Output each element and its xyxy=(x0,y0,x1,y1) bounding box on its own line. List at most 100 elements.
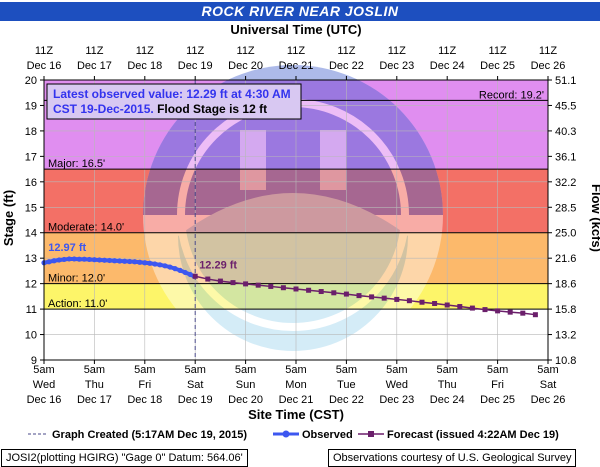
top-tick-label: 11Z xyxy=(287,45,305,57)
right-tick-label: 10.8 xyxy=(555,355,576,367)
top-tick-label: 11Z xyxy=(35,45,53,57)
top-tick-label: Dec 25 xyxy=(480,60,515,72)
bottom-tick-label: Dec 16 xyxy=(27,394,62,406)
top-axis-label: Universal Time (UTC) xyxy=(230,22,361,37)
y-tick-label: 16 xyxy=(25,177,37,189)
forecast-point xyxy=(507,309,513,315)
forecast-point xyxy=(255,282,261,288)
right-tick-label: 15.8 xyxy=(555,304,576,316)
y-tick-label: 14 xyxy=(25,228,37,240)
forecast-point xyxy=(318,289,324,295)
top-tick-label: 11Z xyxy=(85,45,103,57)
bottom-tick-label: Wed xyxy=(33,379,55,391)
bottom-tick-label: 5am xyxy=(285,364,306,376)
right-tick-label: 40.3 xyxy=(555,126,576,138)
top-tick-label: Dec 21 xyxy=(279,60,314,72)
forecast-point xyxy=(356,293,362,299)
y-tick-label: 9 xyxy=(31,355,37,367)
forecast-line xyxy=(195,275,536,316)
observed-point xyxy=(66,256,72,262)
forecast-point xyxy=(482,307,488,313)
observed-point xyxy=(172,266,178,272)
y-tick-label: 18 xyxy=(25,126,37,138)
bottom-tick-label: 5am xyxy=(33,364,54,376)
top-tick-label: 11Z xyxy=(388,45,406,57)
forecast-point xyxy=(419,299,425,305)
bottom-tick-label: Thu xyxy=(438,379,457,391)
y-tick-label: 17 xyxy=(25,151,37,163)
observed-point xyxy=(96,257,103,263)
threshold-label: Major: 16.5' xyxy=(48,158,105,170)
bottom-tick-label: Dec 18 xyxy=(127,394,162,406)
y-tick-label: 11 xyxy=(26,304,37,316)
observed-point xyxy=(71,256,77,262)
y-tick-label: 15 xyxy=(25,202,37,214)
right-tick-label: 25.0 xyxy=(555,228,576,240)
right-tick-label: 45.5 xyxy=(555,100,576,112)
observed-point xyxy=(111,258,118,264)
threshold-label: Action: 11.0' xyxy=(48,298,107,310)
observed-point xyxy=(167,264,173,270)
bottom-tick-label: 5am xyxy=(235,364,256,376)
threshold-label: Moderate: 14.0' xyxy=(48,222,124,234)
bottom-tick-label: 5am xyxy=(184,364,205,376)
observed-point xyxy=(162,263,168,269)
bottom-tick-label: Sun xyxy=(236,379,256,391)
legend: Graph Created (5:17AM Dec 19, 2015) Obse… xyxy=(28,429,559,441)
bottom-tick-label: Fri xyxy=(138,379,151,391)
y-tick-label: 13 xyxy=(25,253,37,265)
forecast-point xyxy=(331,290,337,296)
top-tick-label: Dec 17 xyxy=(77,60,112,72)
observed-point xyxy=(101,257,108,263)
right-tick-label: 32.2 xyxy=(555,177,576,189)
bottom-tick-label: 5am xyxy=(436,364,457,376)
bottom-tick-label: Dec 17 xyxy=(77,394,112,406)
observed-point xyxy=(147,260,153,266)
bottom-tick-label: Sat xyxy=(187,379,204,391)
observed-point xyxy=(137,259,143,265)
top-tick-label: Dec 16 xyxy=(27,60,62,72)
observed-point xyxy=(132,259,138,265)
bottom-tick-label: Dec 25 xyxy=(480,394,515,406)
bottom-tick-label: Dec 23 xyxy=(379,394,414,406)
observed-point xyxy=(177,267,183,273)
forecast-point xyxy=(520,310,526,316)
bottom-tick-label: Wed xyxy=(386,379,408,391)
top-tick-label: Dec 18 xyxy=(127,60,162,72)
observed-point xyxy=(51,258,57,264)
bottom-tick-label: Dec 20 xyxy=(228,394,263,406)
right-tick-label: 51.1 xyxy=(555,75,576,87)
hydrograph-chart: Universal Time (UTC) Record: 19.2' Major:… xyxy=(1,22,600,441)
observed-point xyxy=(157,262,163,268)
top-tick-label: Dec 19 xyxy=(178,60,213,72)
forecast-point xyxy=(192,273,198,279)
noaa-logo-watermark xyxy=(143,65,443,365)
right-tick-label: 21.6 xyxy=(555,253,576,265)
threshold-label: Minor: 12.0' xyxy=(48,273,105,285)
observed-point xyxy=(46,259,52,265)
bottom-tick-label: Dec 21 xyxy=(279,394,314,406)
legend-created: Graph Created (5:17AM Dec 19, 2015) xyxy=(52,429,247,441)
observed-point xyxy=(187,271,193,278)
footer-credit-text: Observations courtesy of U.S. Geological… xyxy=(333,452,572,464)
top-tick-label: 11Z xyxy=(438,45,456,57)
forecast-point xyxy=(457,304,463,310)
observed-point xyxy=(127,258,133,265)
forecast-point xyxy=(230,280,236,286)
bottom-tick-label: 5am xyxy=(84,364,105,376)
bottom-tick-label: Dec 26 xyxy=(531,394,566,406)
observed-point xyxy=(86,256,92,263)
bottom-tick-label: 5am xyxy=(336,364,357,376)
info-box: Latest observed value: 12.29 ft at 4:30 … xyxy=(46,83,302,120)
top-tick-label: Dec 20 xyxy=(228,60,263,72)
forecast-point xyxy=(243,281,249,287)
forecast-point xyxy=(432,300,438,306)
observed-point xyxy=(117,258,123,264)
bottom-tick-label: Sat xyxy=(540,379,557,391)
bottom-tick-label: 5am xyxy=(487,364,508,376)
top-tick-label: 11Z xyxy=(136,45,154,57)
legend-forecast: Forecast (issued 4:22AM Dec 19) xyxy=(387,429,559,441)
top-tick-label: 11Z xyxy=(489,45,507,57)
info-box-line2-flood: Flood Stage is 12 ft xyxy=(157,102,267,116)
